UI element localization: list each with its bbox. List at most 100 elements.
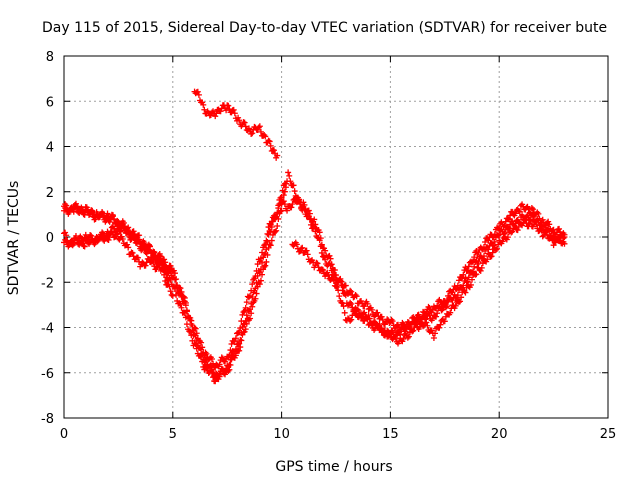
data-point (516, 208, 523, 215)
data-point (452, 302, 459, 309)
data-point (318, 266, 325, 273)
data-point (301, 201, 308, 208)
data-point (249, 130, 256, 137)
data-point (270, 147, 277, 154)
data-point (436, 324, 443, 331)
data-point (492, 246, 499, 253)
data-point (136, 232, 143, 239)
data-point (299, 244, 306, 251)
data-point (81, 243, 88, 250)
data-point (311, 216, 318, 223)
data-point (113, 231, 120, 238)
grid (64, 56, 608, 418)
data-point (114, 230, 121, 237)
data-point (282, 184, 289, 191)
data-point (353, 293, 360, 300)
data-point (245, 125, 252, 132)
data-point (236, 347, 243, 354)
data-point (334, 284, 341, 291)
data-point (287, 178, 294, 185)
data-point (297, 201, 304, 208)
data-point (328, 261, 335, 268)
data-point (371, 318, 378, 325)
data-point (462, 275, 469, 282)
data-point (236, 340, 243, 347)
data-point (275, 215, 282, 222)
data-point (528, 204, 535, 211)
data-point (378, 313, 385, 320)
data-point (186, 328, 193, 335)
data-point (146, 243, 153, 250)
data-point (372, 319, 379, 326)
data-point (256, 123, 263, 130)
data-point (235, 329, 242, 336)
data-point (105, 236, 112, 243)
data-point (198, 339, 205, 346)
data-point (509, 218, 516, 225)
data-point (272, 228, 279, 235)
data-point (241, 307, 248, 314)
y-tick-label: -2 (41, 276, 54, 291)
data-point (447, 309, 454, 316)
data-point (556, 225, 563, 232)
data-point (551, 238, 558, 245)
data-point (236, 117, 243, 124)
data-point (428, 327, 435, 334)
data-point (336, 293, 343, 300)
data-point (216, 371, 223, 378)
data-point (548, 234, 555, 241)
data-point (70, 239, 77, 246)
data-point (114, 217, 121, 224)
data-point (286, 172, 293, 179)
data-point (289, 201, 296, 208)
data-point (124, 225, 131, 232)
data-point (213, 110, 220, 117)
data-point (267, 242, 274, 249)
data-point (342, 292, 349, 299)
data-point (275, 205, 282, 212)
data-point (238, 337, 245, 344)
data-point (169, 292, 176, 299)
data-point (188, 321, 195, 328)
data-point (536, 222, 543, 229)
data-point (267, 142, 274, 149)
y-axis-label: SDTVAR / TECUs (6, 181, 22, 296)
data-point (182, 299, 189, 306)
data-point (471, 254, 478, 261)
data-point (119, 236, 126, 243)
data-point (241, 119, 248, 126)
data-point (312, 221, 319, 228)
data-point (445, 298, 452, 305)
data-point (494, 245, 501, 252)
data-point (561, 240, 568, 247)
data-point (199, 351, 206, 358)
data-point (288, 204, 295, 211)
data-point (478, 264, 485, 271)
data-point (210, 368, 217, 375)
data-point (173, 276, 180, 283)
data-point (264, 251, 271, 258)
data-point (189, 327, 196, 334)
data-point (237, 344, 244, 351)
data-point (249, 303, 256, 310)
data-point (374, 309, 381, 316)
x-tick-label: 15 (382, 427, 399, 442)
data-point (232, 335, 239, 342)
series-track-c (61, 184, 289, 380)
data-point (160, 267, 167, 274)
data-point (475, 258, 482, 265)
data-point (509, 228, 516, 235)
data-point (515, 207, 522, 214)
data-point (212, 113, 219, 120)
data-point (327, 255, 334, 262)
x-tick-label: 10 (273, 427, 290, 442)
data-point (256, 281, 263, 288)
data-point (273, 227, 280, 234)
data-point (389, 328, 396, 335)
data-point (331, 266, 338, 273)
data-point (198, 346, 205, 353)
data-point (203, 357, 210, 364)
data-point (125, 224, 132, 231)
data-point (88, 207, 95, 214)
data-point (535, 210, 542, 217)
